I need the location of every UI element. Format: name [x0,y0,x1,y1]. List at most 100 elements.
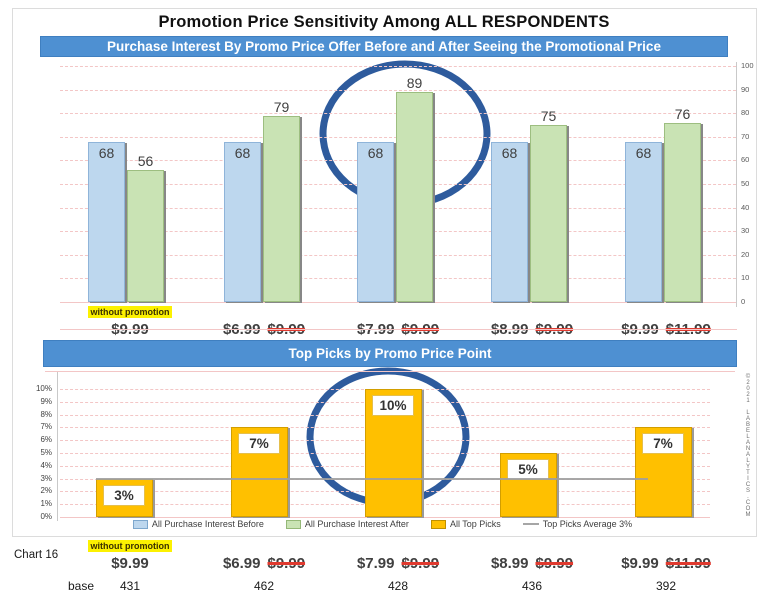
chart1-gridline [60,66,736,67]
page-title: Promotion Price Sensitivity Among ALL RE… [158,13,610,31]
bar-after-4 [530,125,567,302]
chart1-bottom-line [60,329,737,330]
chart2-ytick: 10% [35,384,52,393]
legend-item-2: All Purchase Interest After [285,519,409,529]
bar-after-1 [127,170,164,302]
chart2-ytick: 2% [40,486,52,496]
bar-after-5 [664,123,701,302]
chart2-ytick: 4% [40,460,52,470]
promo-price-2: $6.99 $9.99 [222,555,306,572]
bar-after-value-2: 79 [273,99,290,115]
bar-after-3 [396,92,433,302]
regular-price-strikethrough-2: $9.99 [267,555,306,572]
legend-item-1: All Purchase Interest Before [132,519,264,529]
chart2-top-line [45,371,735,372]
slide-border [12,8,757,537]
chart1-ytick: 60 [741,155,750,165]
base-value-3: 428 [387,579,409,593]
chart1-ytick: 80 [741,108,750,118]
legend-label-1: All Purchase Interest Before [151,519,264,529]
chart1-gridline [60,89,736,91]
price-point-2: $6.99 $9.99 [186,302,342,338]
legend-item-4: Top Picks Average 3% [522,519,633,529]
chart2-yaxis-line [57,372,58,521]
chart1-ytick: 30 [741,226,750,236]
chart-number-label: Chart 16 [14,549,59,561]
price-point-5: $9.99 $11.99 [588,536,744,572]
bar-after-value-5: 76 [674,106,691,122]
promo-price-1: $9.99 [111,555,149,572]
chart1-banner: Purchase Interest By Promo Price Offer B… [40,36,728,57]
watermark: ©2021 LABELANALYTICS.COM [745,374,751,518]
legend-label-4: Top Picks Average 3% [542,519,633,529]
bar-before-value-2: 68 [234,145,251,161]
promo-price-4: $8.99 $9.99 [490,555,574,572]
bar-top-picks-value-3: 10% [373,396,413,415]
chart1-ytick: 10 [741,273,750,283]
base-value-1: 431 [119,579,141,593]
bar-before-value-5: 68 [635,145,652,161]
price-point-1: without promotion $9.99 [52,302,208,338]
chart2-ytick: 0% [40,512,52,521]
legend-swatch-2 [285,519,301,529]
top-picks-average-line [96,477,648,480]
bar-before-2 [224,142,261,302]
chart2-ytick: 3% [40,473,52,483]
bar-after-value-4: 75 [540,108,557,124]
chart1-ytick: 70 [741,131,750,141]
chart2-ytick: 9% [40,396,52,406]
bar-top-picks-value-4: 5% [508,460,548,479]
bar-top-picks-value-2: 7% [239,434,279,453]
base-value-4: 436 [521,579,543,593]
base-value-2: 462 [253,579,275,593]
chart1-ytick: 100 [741,61,754,70]
chart-legend: All Purchase Interest Before All Purchase… [55,519,710,529]
chart1-ytick: 0 [741,297,746,306]
bar-before-value-4: 68 [501,145,518,161]
bar-before-4 [491,142,528,302]
chart2-ytick: 8% [40,409,52,419]
chart2-gridline [60,517,710,518]
legend-swatch-3 [430,519,446,529]
base-value-5: 392 [655,579,677,593]
chart2-ytick: 5% [40,448,52,457]
chart1-ytick: 20 [741,249,750,259]
regular-price-strikethrough-3: $9.99 [401,555,440,572]
chart1-ytick: 90 [741,84,750,94]
chart1-ytick: 50 [741,179,750,188]
bar-before-3 [357,142,394,302]
legend-item-3: All Top Picks [430,519,501,529]
bar-before-value-3: 68 [367,145,384,161]
base-label: base [68,579,95,593]
price-point-1: without promotion $9.99 [52,536,208,572]
price-point-4: $8.99 $9.99 [454,536,610,572]
promo-note-1: without promotion [87,306,173,318]
bar-before-5 [625,142,662,302]
chart2-ytick: 1% [40,499,52,509]
bar-after-value-3: 89 [406,75,423,91]
chart1-yaxis-line [736,62,737,307]
bar-before-1 [88,142,125,302]
chart2-ytick: 7% [40,422,52,432]
chart2-ytick: 6% [40,435,52,445]
bar-after-value-1: 56 [137,153,154,169]
promo-price-3: $7.99 $9.99 [356,555,440,572]
regular-price-strikethrough-5: $11.99 [665,555,711,572]
bar-after-2 [263,116,300,302]
bar-top-picks-value-5: 7% [643,434,683,453]
chart1-gridline [60,302,736,303]
chart1-ytick: 40 [741,202,750,212]
price-point-2: $6.99 $9.99 [186,536,342,572]
chart2-banner: Top Picks by Promo Price Point [43,340,737,367]
legend-label-3: All Top Picks [449,519,501,529]
legend-label-2: All Purchase Interest After [304,519,409,529]
promo-note-1: without promotion [87,540,173,552]
price-point-3: $7.99 $9.99 [320,536,476,572]
legend-average-line-swatch [522,523,539,525]
price-point-5: $9.99 $11.99 [588,302,744,338]
regular-price-strikethrough-4: $9.99 [535,555,574,572]
bar-top-picks-value-1: 3% [104,486,144,505]
legend-swatch-1 [132,519,148,529]
price-point-4: $8.99 $9.99 [454,302,610,338]
